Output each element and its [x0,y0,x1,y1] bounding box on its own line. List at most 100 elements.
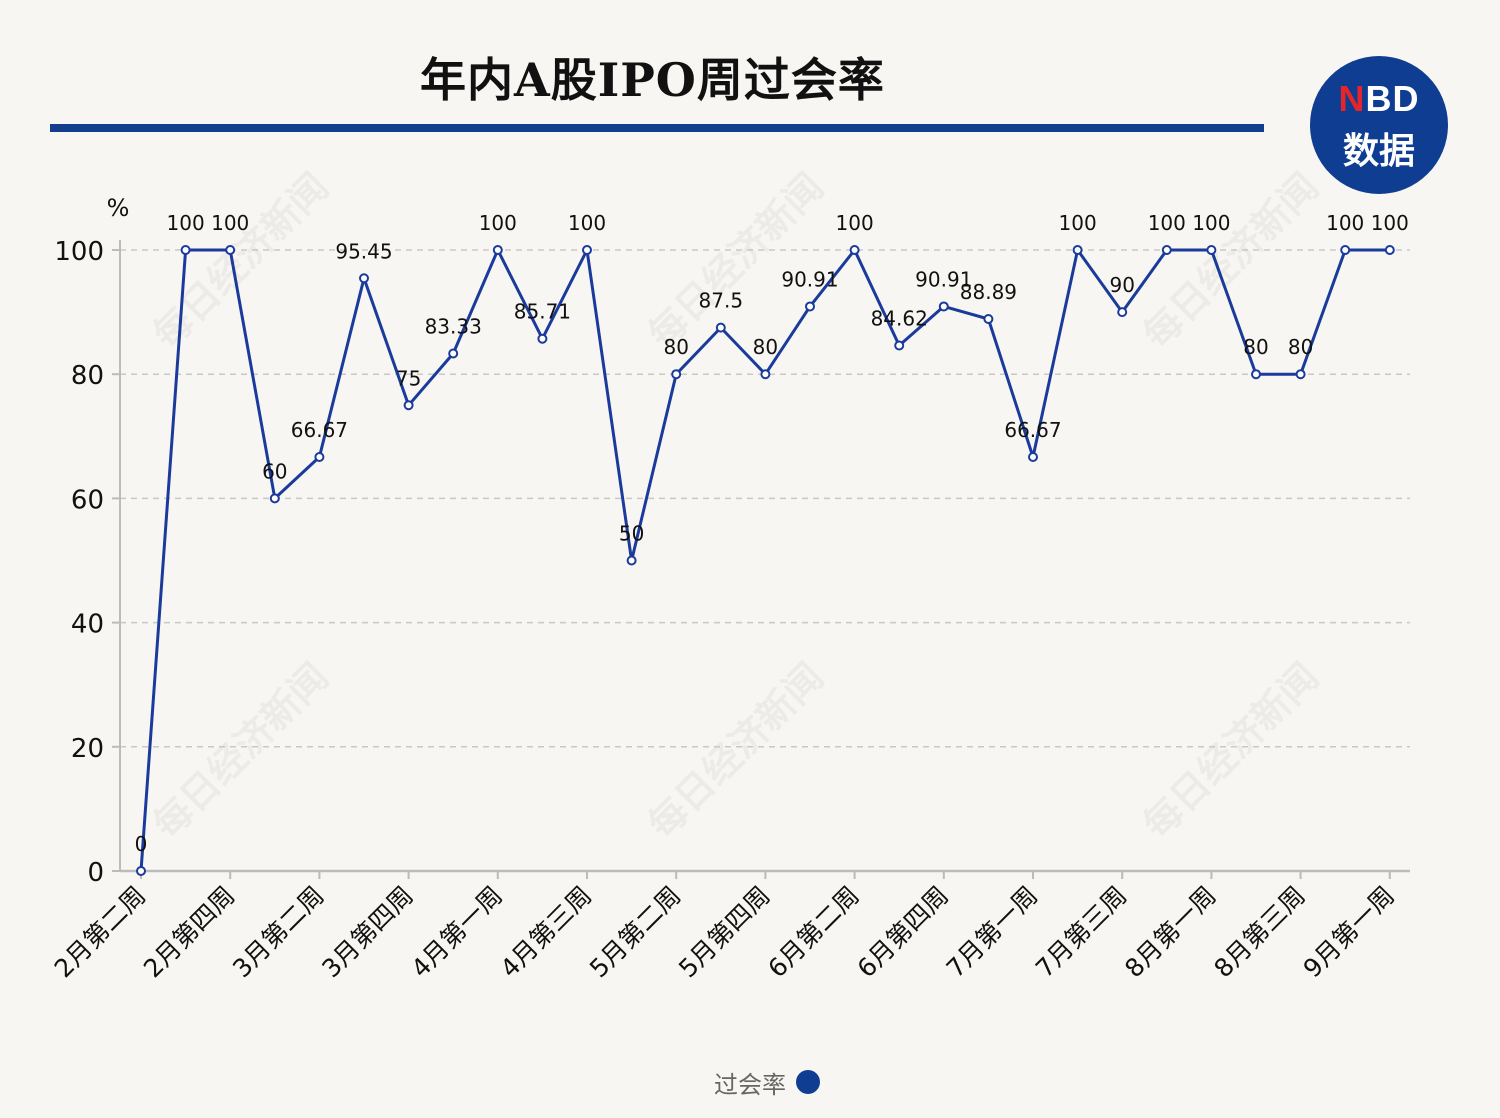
watermark-text: 每日经济新闻 [639,654,832,847]
x-tick-label: 2月第二周 [49,881,151,983]
data-label: 95.45 [335,239,392,263]
data-point [314,451,325,462]
data-label: 87.5 [699,289,744,313]
data-point [1251,369,1261,380]
data-point [582,245,592,255]
data-label: 100 [1192,211,1230,235]
legend: 过会率 [714,1064,820,1100]
data-label: 88.89 [960,280,1017,304]
x-tick-label: 4月第三周 [495,881,597,983]
data-label: 66.67 [291,418,348,442]
data-point [626,555,637,566]
logo-line-1: NBD [1310,78,1448,120]
data-label: 90.91 [781,267,838,291]
data-label: 100 [167,211,205,235]
data-point [403,400,414,411]
data-point [359,273,369,284]
x-tick-label: 2月第四周 [138,881,240,983]
x-tick-label: 6月第四周 [852,881,954,983]
y-axis-unit: % [107,194,130,222]
data-label: 90.91 [915,267,972,291]
watermark-text: 每日经济新闻 [1134,164,1327,357]
x-tick-label: 9月第一周 [1298,881,1400,983]
data-label: 84.62 [871,307,928,331]
data-label: 85.71 [514,300,571,324]
data-point [894,340,905,351]
nbd-logo: NBD 数据 [1310,56,1448,194]
data-point [805,301,815,312]
data-point [849,245,860,255]
x-tick-label: 5月第二周 [584,881,686,983]
data-label: 100 [211,211,249,235]
data-label: 100 [479,211,517,235]
data-label: 83.33 [425,315,482,339]
data-label: 100 [568,211,606,235]
y-tick-label: 0 [87,858,104,888]
x-tick-label: 4月第一周 [406,881,508,983]
data-point [225,245,236,255]
watermark-text: 每日经济新闻 [144,164,337,357]
data-point [1072,245,1083,255]
data-point [671,369,682,380]
data-label: 50 [619,522,644,546]
x-tick-label: 3月第四周 [316,881,418,983]
data-label: 80 [1243,335,1268,359]
y-tick-label: 100 [54,237,104,267]
data-label: 100 [1371,211,1409,235]
watermark-text: 每日经济新闻 [144,654,337,847]
data-point [983,313,994,324]
data-point [715,322,726,333]
data-label: 100 [1326,211,1364,235]
data-label: 80 [753,335,778,359]
data-label: 100 [1059,211,1097,235]
data-point [1206,245,1217,255]
data-point [1117,307,1128,318]
x-tick-label: 8月第一周 [1119,881,1221,983]
x-tick-label: 5月第四周 [673,881,775,983]
data-label: 80 [1288,335,1313,359]
x-tick-label: 7月第一周 [941,881,1043,983]
y-tick-label: 80 [71,361,104,391]
data-label: 60 [262,459,287,483]
watermark-text: 每日经济新闻 [639,164,832,357]
data-label: 0 [135,832,148,856]
data-label: 80 [663,335,688,359]
data-label: 90 [1109,273,1134,297]
logo-line-2: 数据 [1342,131,1415,172]
logo-letter-n: N [1338,78,1366,119]
y-tick-label: 60 [71,485,104,515]
logo-letters-bd: BD [1365,78,1420,119]
data-point [1340,245,1351,255]
title-rule [50,124,1264,132]
data-point [136,866,146,876]
data-point [1295,369,1306,380]
data-label: 75 [396,366,421,390]
data-point [448,348,459,359]
legend-label: 过会率 [714,1070,786,1099]
x-tick-label: 3月第二周 [227,881,329,983]
y-tick-label: 20 [71,734,104,764]
data-label: 66.67 [1004,418,1061,442]
data-point [1161,245,1172,255]
data-point [492,245,503,255]
legend-marker [796,1070,820,1094]
series-group [136,245,1395,876]
data-point [1384,245,1395,255]
data-point [269,493,280,504]
data-point [537,333,548,344]
data-point [938,301,949,312]
data-label: 100 [1148,211,1186,235]
data-point [180,245,191,255]
chart-title: 年内A股IPO周过会率 [420,53,885,107]
grid-lines [120,249,1410,748]
data-label: 100 [836,211,874,235]
data-point [1028,451,1038,462]
y-tick-label: 40 [71,610,104,640]
x-tick-label: 8月第三周 [1208,881,1310,983]
data-point [760,369,771,380]
x-tick-label: 7月第三周 [1030,881,1132,983]
watermark-text: 每日经济新闻 [1134,654,1327,847]
